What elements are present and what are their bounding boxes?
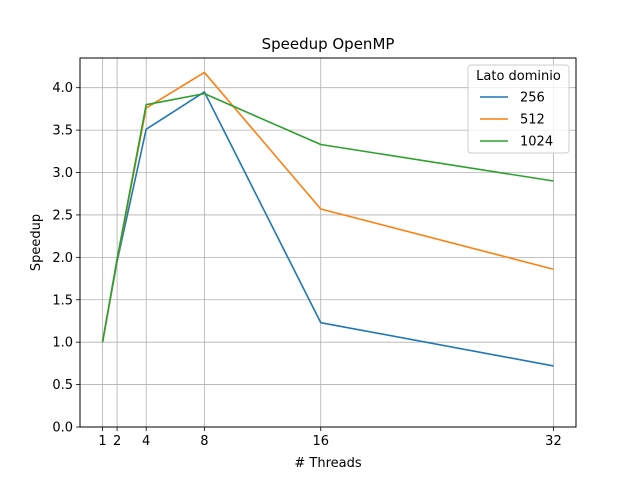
chart-title: Speedup OpenMP	[262, 35, 395, 53]
plot-frame	[79, 57, 577, 428]
x-tick-label: 16	[312, 434, 329, 449]
x-tick-label: 4	[142, 434, 150, 449]
y-tick-label: 1.5	[52, 293, 73, 308]
y-tick-label: 1.0	[52, 336, 73, 351]
y-tick-label: 2.5	[52, 208, 73, 223]
y-tick-label: 4.0	[52, 81, 73, 96]
axis-ticks: 1 2 4 8 16 32 0.0 0.5 1.0 1.5 2.0 2.5 3.0 3.5 4.0	[52, 81, 561, 449]
series-line-1024	[101, 92, 554, 343]
series-lines	[101, 71, 554, 367]
legend-box	[467, 64, 570, 154]
y-tick-label: 0.5	[52, 378, 73, 393]
legend: Lato dominio 256 512 1024	[467, 64, 570, 154]
x-tick-label: 1	[98, 434, 106, 449]
x-tick-label: 32	[545, 434, 562, 449]
y-tick-label: 3.5	[52, 124, 73, 139]
y-tick-label: 2.0	[52, 251, 73, 266]
y-tick-label: 3.0	[52, 166, 73, 181]
legend-label-512: 512	[520, 113, 545, 128]
y-tick-label: 0.0	[52, 421, 73, 436]
legend-items: 256 512 1024	[480, 91, 553, 150]
legend-label-1024: 1024	[520, 135, 553, 150]
y-axis-label: Speedup	[29, 214, 44, 271]
legend-title: Lato dominio	[476, 69, 561, 84]
x-tick-label: 8	[200, 434, 208, 449]
legend-label-256: 256	[520, 91, 545, 106]
x-axis-label: # Threads	[294, 456, 361, 471]
x-tick-label: 2	[113, 434, 121, 449]
